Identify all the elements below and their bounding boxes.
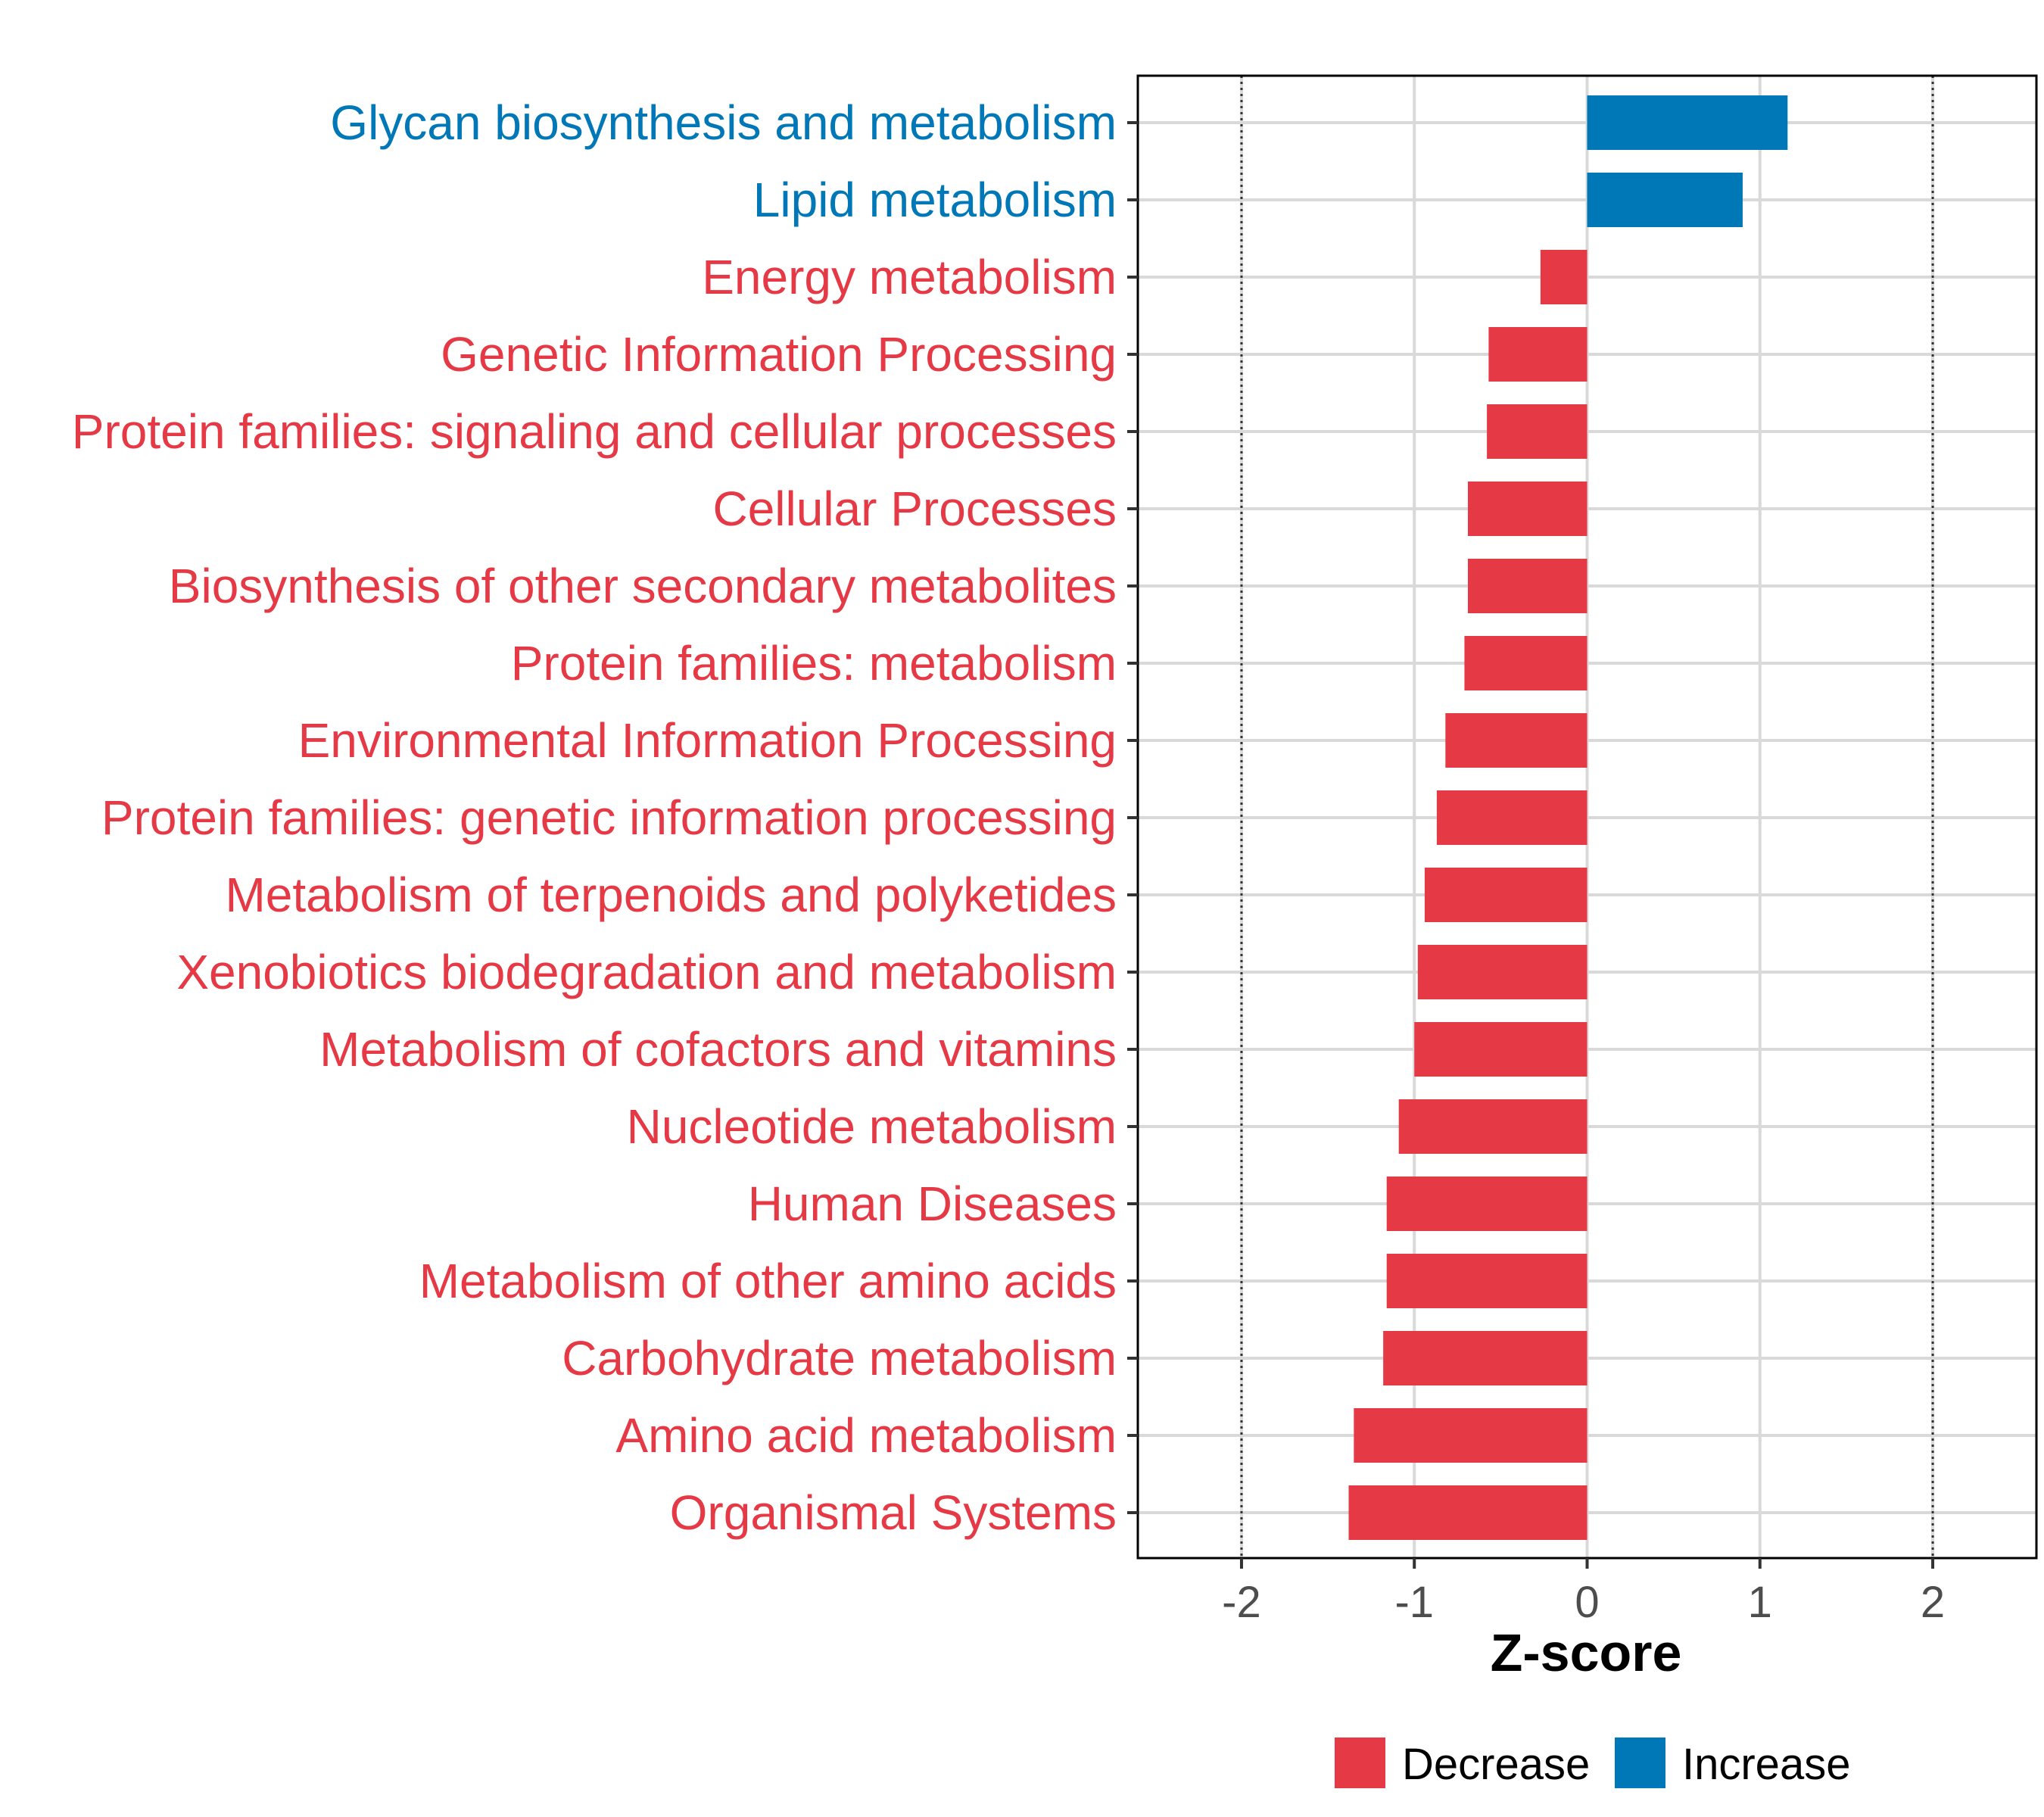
y-tick-label: Cellular Processes: [712, 482, 1117, 536]
y-tick-label: Carbohydrate metabolism: [562, 1331, 1117, 1385]
bar: [1587, 95, 1788, 150]
legend-label: Decrease: [1402, 1740, 1590, 1789]
bar: [1398, 1099, 1588, 1154]
bar: [1487, 404, 1588, 459]
bar: [1417, 945, 1588, 999]
x-tick-label: 1: [1748, 1578, 1772, 1627]
label-layer: Glycan biosynthesis and metabolism Lipid …: [72, 95, 1945, 1627]
bar: [1464, 636, 1588, 690]
tick-layer: [1127, 121, 1935, 1569]
y-tick-label: Protein families: signaling and cellular…: [72, 404, 1117, 459]
y-tick-label: Nucleotide metabolism: [627, 1099, 1117, 1154]
bar: [1386, 1254, 1588, 1308]
x-tick-label: 0: [1575, 1578, 1599, 1627]
bar-layer: [1348, 95, 1788, 1540]
y-tick-label: Environmental Information Processing: [298, 713, 1117, 768]
y-tick-label: Genetic Information Processing: [441, 327, 1117, 382]
y-tick-label: Metabolism of cofactors and vitamins: [319, 1022, 1117, 1077]
x-axis-title: Z-score: [1491, 1623, 1682, 1682]
y-tick-label: Energy metabolism: [702, 250, 1117, 304]
x-tick-label: 2: [1921, 1578, 1945, 1627]
legend-swatch: [1615, 1738, 1665, 1788]
y-tick-label: Protein families: metabolism: [511, 636, 1117, 690]
bar: [1386, 1177, 1588, 1231]
y-tick-label: Glycan biosynthesis and metabolism: [330, 95, 1117, 150]
legend-swatch: [1335, 1738, 1385, 1788]
legend-label: Increase: [1682, 1740, 1850, 1789]
legend: Decrease Increase: [1335, 1738, 1850, 1789]
bar: [1354, 1408, 1588, 1463]
y-tick-label: Lipid metabolism: [753, 173, 1117, 227]
bar: [1467, 482, 1588, 536]
y-tick-label: Organismal Systems: [670, 1485, 1117, 1540]
y-tick-label: Metabolism of terpenoids and polyketides: [225, 868, 1117, 922]
bar: [1587, 173, 1743, 227]
y-tick-label: Xenobiotics biodegradation and metabolis…: [176, 945, 1117, 999]
x-tick-label: -2: [1222, 1578, 1261, 1627]
y-tick-label: Human Diseases: [748, 1177, 1117, 1231]
bar: [1445, 713, 1588, 768]
bar: [1414, 1022, 1588, 1077]
bar: [1383, 1331, 1588, 1385]
bar: [1488, 327, 1588, 382]
bar: [1436, 790, 1588, 845]
y-tick-label: Biosynthesis of other secondary metaboli…: [169, 559, 1117, 613]
y-tick-label: Protein families: genetic information pr…: [101, 790, 1117, 845]
bar: [1467, 559, 1588, 613]
bar: [1540, 250, 1588, 304]
y-tick-label: Amino acid metabolism: [615, 1408, 1117, 1463]
bar: [1348, 1485, 1588, 1540]
y-tick-label: Metabolism of other amino acids: [419, 1254, 1117, 1308]
bar: [1424, 868, 1588, 922]
x-tick-label: -1: [1394, 1578, 1434, 1627]
